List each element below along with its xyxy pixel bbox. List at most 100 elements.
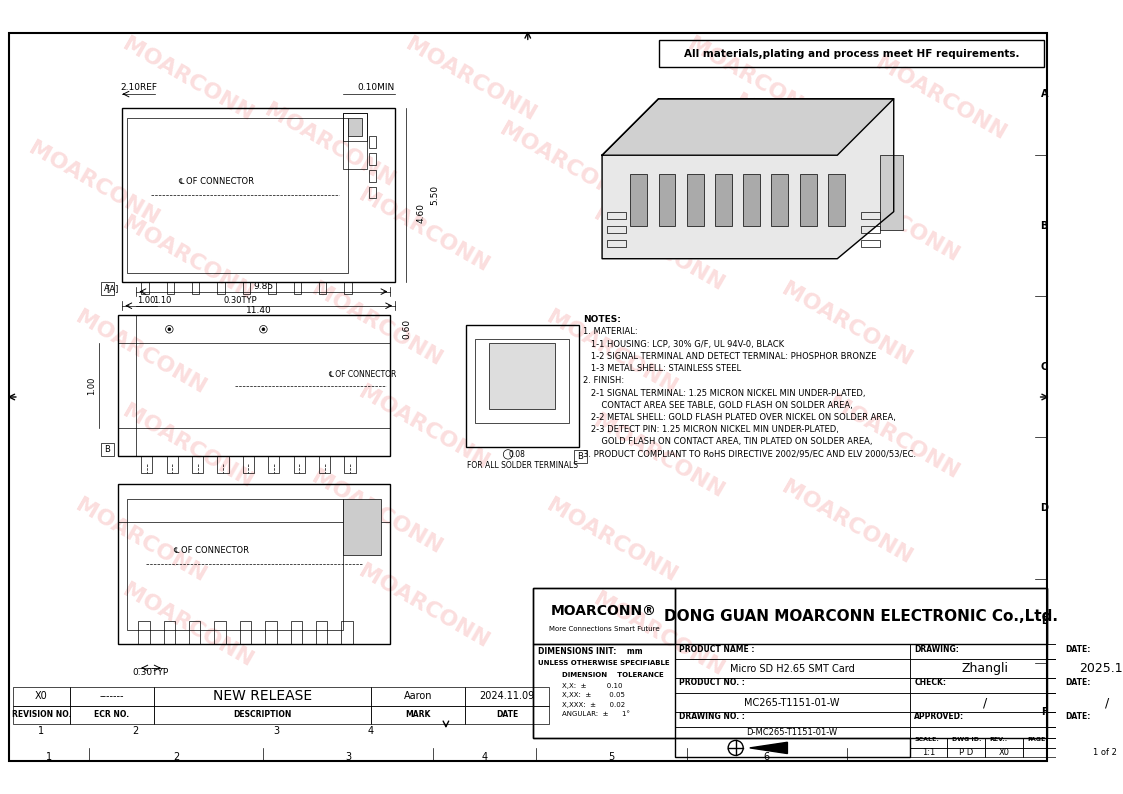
Bar: [675, 660, 910, 678]
Bar: [985, 738, 1023, 748]
Text: REVISION NO.: REVISION NO.: [11, 711, 71, 719]
Bar: [910, 660, 1060, 678]
Polygon shape: [602, 98, 894, 259]
Text: 1: 1: [38, 726, 45, 736]
Bar: [127, 499, 344, 630]
Text: MOARCONN: MOARCONN: [778, 279, 915, 370]
Bar: [1047, 693, 1060, 712]
Bar: [861, 240, 879, 248]
Text: MOARCONN: MOARCONN: [873, 53, 1010, 145]
Bar: [166, 282, 174, 294]
Bar: [344, 499, 381, 555]
Bar: [268, 457, 280, 473]
Bar: [1047, 678, 1060, 693]
Text: MOARCONN: MOARCONN: [542, 495, 681, 587]
Bar: [243, 457, 254, 473]
Text: DIMENSION    TOLERANCE: DIMENSION TOLERANCE: [562, 672, 664, 677]
Bar: [319, 457, 330, 473]
Bar: [910, 738, 948, 748]
Bar: [675, 678, 910, 693]
Text: MOARCONN: MOARCONN: [119, 402, 257, 492]
Text: -------: -------: [100, 691, 125, 701]
Text: 2-2 METAL SHELL: GOLD FLASH PLATED OVER NICKEL ON SOLDER AREA,: 2-2 METAL SHELL: GOLD FLASH PLATED OVER …: [583, 413, 896, 422]
Bar: [192, 457, 203, 473]
Text: MOARCONN: MOARCONN: [26, 138, 163, 229]
Bar: [371, 706, 465, 724]
Text: 2.10REF: 2.10REF: [121, 83, 157, 92]
Text: MOARCONN: MOARCONN: [684, 34, 821, 125]
Bar: [189, 621, 200, 645]
Bar: [13, 687, 70, 706]
Bar: [218, 282, 225, 294]
Text: 1. MATERIAL:: 1. MATERIAL:: [583, 327, 638, 337]
Text: D: D: [1040, 503, 1048, 513]
Text: /: /: [1105, 696, 1110, 709]
Text: X,XXX:  ±      0.02: X,XXX: ± 0.02: [562, 702, 624, 707]
Bar: [948, 738, 985, 748]
Bar: [1023, 738, 1123, 748]
Bar: [319, 282, 327, 294]
Text: MOARCONN: MOARCONN: [590, 204, 728, 295]
Bar: [154, 687, 371, 706]
Bar: [910, 645, 1060, 660]
Text: MOARCONN: MOARCONN: [119, 34, 257, 125]
Bar: [166, 457, 177, 473]
Text: 2. FINISH:: 2. FINISH:: [583, 376, 624, 385]
Text: FOR ALL SOLDER TERMINALS: FOR ALL SOLDER TERMINALS: [467, 461, 577, 470]
Text: MOARCONN: MOARCONN: [825, 392, 962, 483]
Bar: [466, 325, 578, 447]
Bar: [772, 174, 788, 225]
Bar: [122, 108, 395, 282]
Bar: [675, 738, 910, 757]
Bar: [316, 621, 328, 645]
Text: MOARCONN: MOARCONN: [308, 279, 445, 370]
Bar: [368, 153, 376, 164]
Bar: [293, 457, 304, 473]
Bar: [533, 588, 1047, 738]
Bar: [344, 113, 367, 169]
Bar: [475, 339, 569, 423]
Bar: [948, 748, 985, 757]
Text: B: B: [577, 452, 583, 461]
Text: [A]: [A]: [107, 284, 119, 293]
Text: PRODUCT NO. :: PRODUCT NO. :: [679, 679, 745, 688]
Bar: [606, 225, 626, 233]
Bar: [118, 484, 391, 645]
Text: MOARCONN: MOARCONN: [355, 185, 492, 276]
Text: 2025.1.4: 2025.1.4: [1079, 662, 1123, 676]
Text: MOARCONN: MOARCONN: [778, 476, 915, 568]
Text: ℄ OF CONNECTOR: ℄ OF CONNECTOR: [179, 176, 255, 186]
Text: DONG GUAN MOARCONN ELECTRONIC Co.,Ltd.: DONG GUAN MOARCONN ELECTRONIC Co.,Ltd.: [664, 609, 1058, 624]
Text: DRAWING:: DRAWING:: [914, 645, 959, 653]
Bar: [800, 174, 816, 225]
Text: A: A: [104, 284, 110, 293]
Text: ECR NO.: ECR NO.: [94, 711, 129, 719]
Text: MOARCONN: MOARCONN: [72, 495, 210, 587]
Text: 4: 4: [367, 726, 374, 736]
Text: 2024.11.09: 2024.11.09: [480, 691, 535, 701]
Text: ANGULAR:  ±      1°: ANGULAR: ± 1°: [562, 711, 630, 717]
Text: DATE: DATE: [496, 711, 518, 719]
Bar: [13, 706, 70, 724]
Bar: [345, 457, 356, 473]
Text: SCALE:: SCALE:: [914, 737, 939, 742]
Bar: [243, 282, 250, 294]
Bar: [533, 645, 675, 738]
Bar: [910, 678, 1060, 693]
Text: MOARCONN: MOARCONN: [825, 175, 962, 267]
Text: 1.00: 1.00: [86, 376, 95, 395]
Bar: [658, 174, 675, 225]
Bar: [141, 282, 148, 294]
Text: PAGE:: PAGE:: [1028, 737, 1048, 742]
Text: 2-1 SIGNAL TERMINAL: 1.25 MICRON NICKEL MIN UNDER-PLATED,: 2-1 SIGNAL TERMINAL: 1.25 MICRON NICKEL …: [583, 388, 866, 398]
Bar: [910, 727, 1060, 738]
Bar: [341, 621, 353, 645]
Text: 0.08: 0.08: [509, 450, 526, 459]
Text: 0.10MIN: 0.10MIN: [358, 83, 395, 92]
Text: 6: 6: [764, 752, 769, 762]
Text: MOARCONN: MOARCONN: [590, 590, 728, 680]
Text: GOLD FLASH ON CONTACT AREA, TIN PLATED ON SOLDER AREA,: GOLD FLASH ON CONTACT AREA, TIN PLATED O…: [583, 437, 873, 446]
Text: P D: P D: [959, 748, 974, 757]
Bar: [268, 282, 275, 294]
Text: MOARCONN: MOARCONN: [355, 383, 492, 473]
